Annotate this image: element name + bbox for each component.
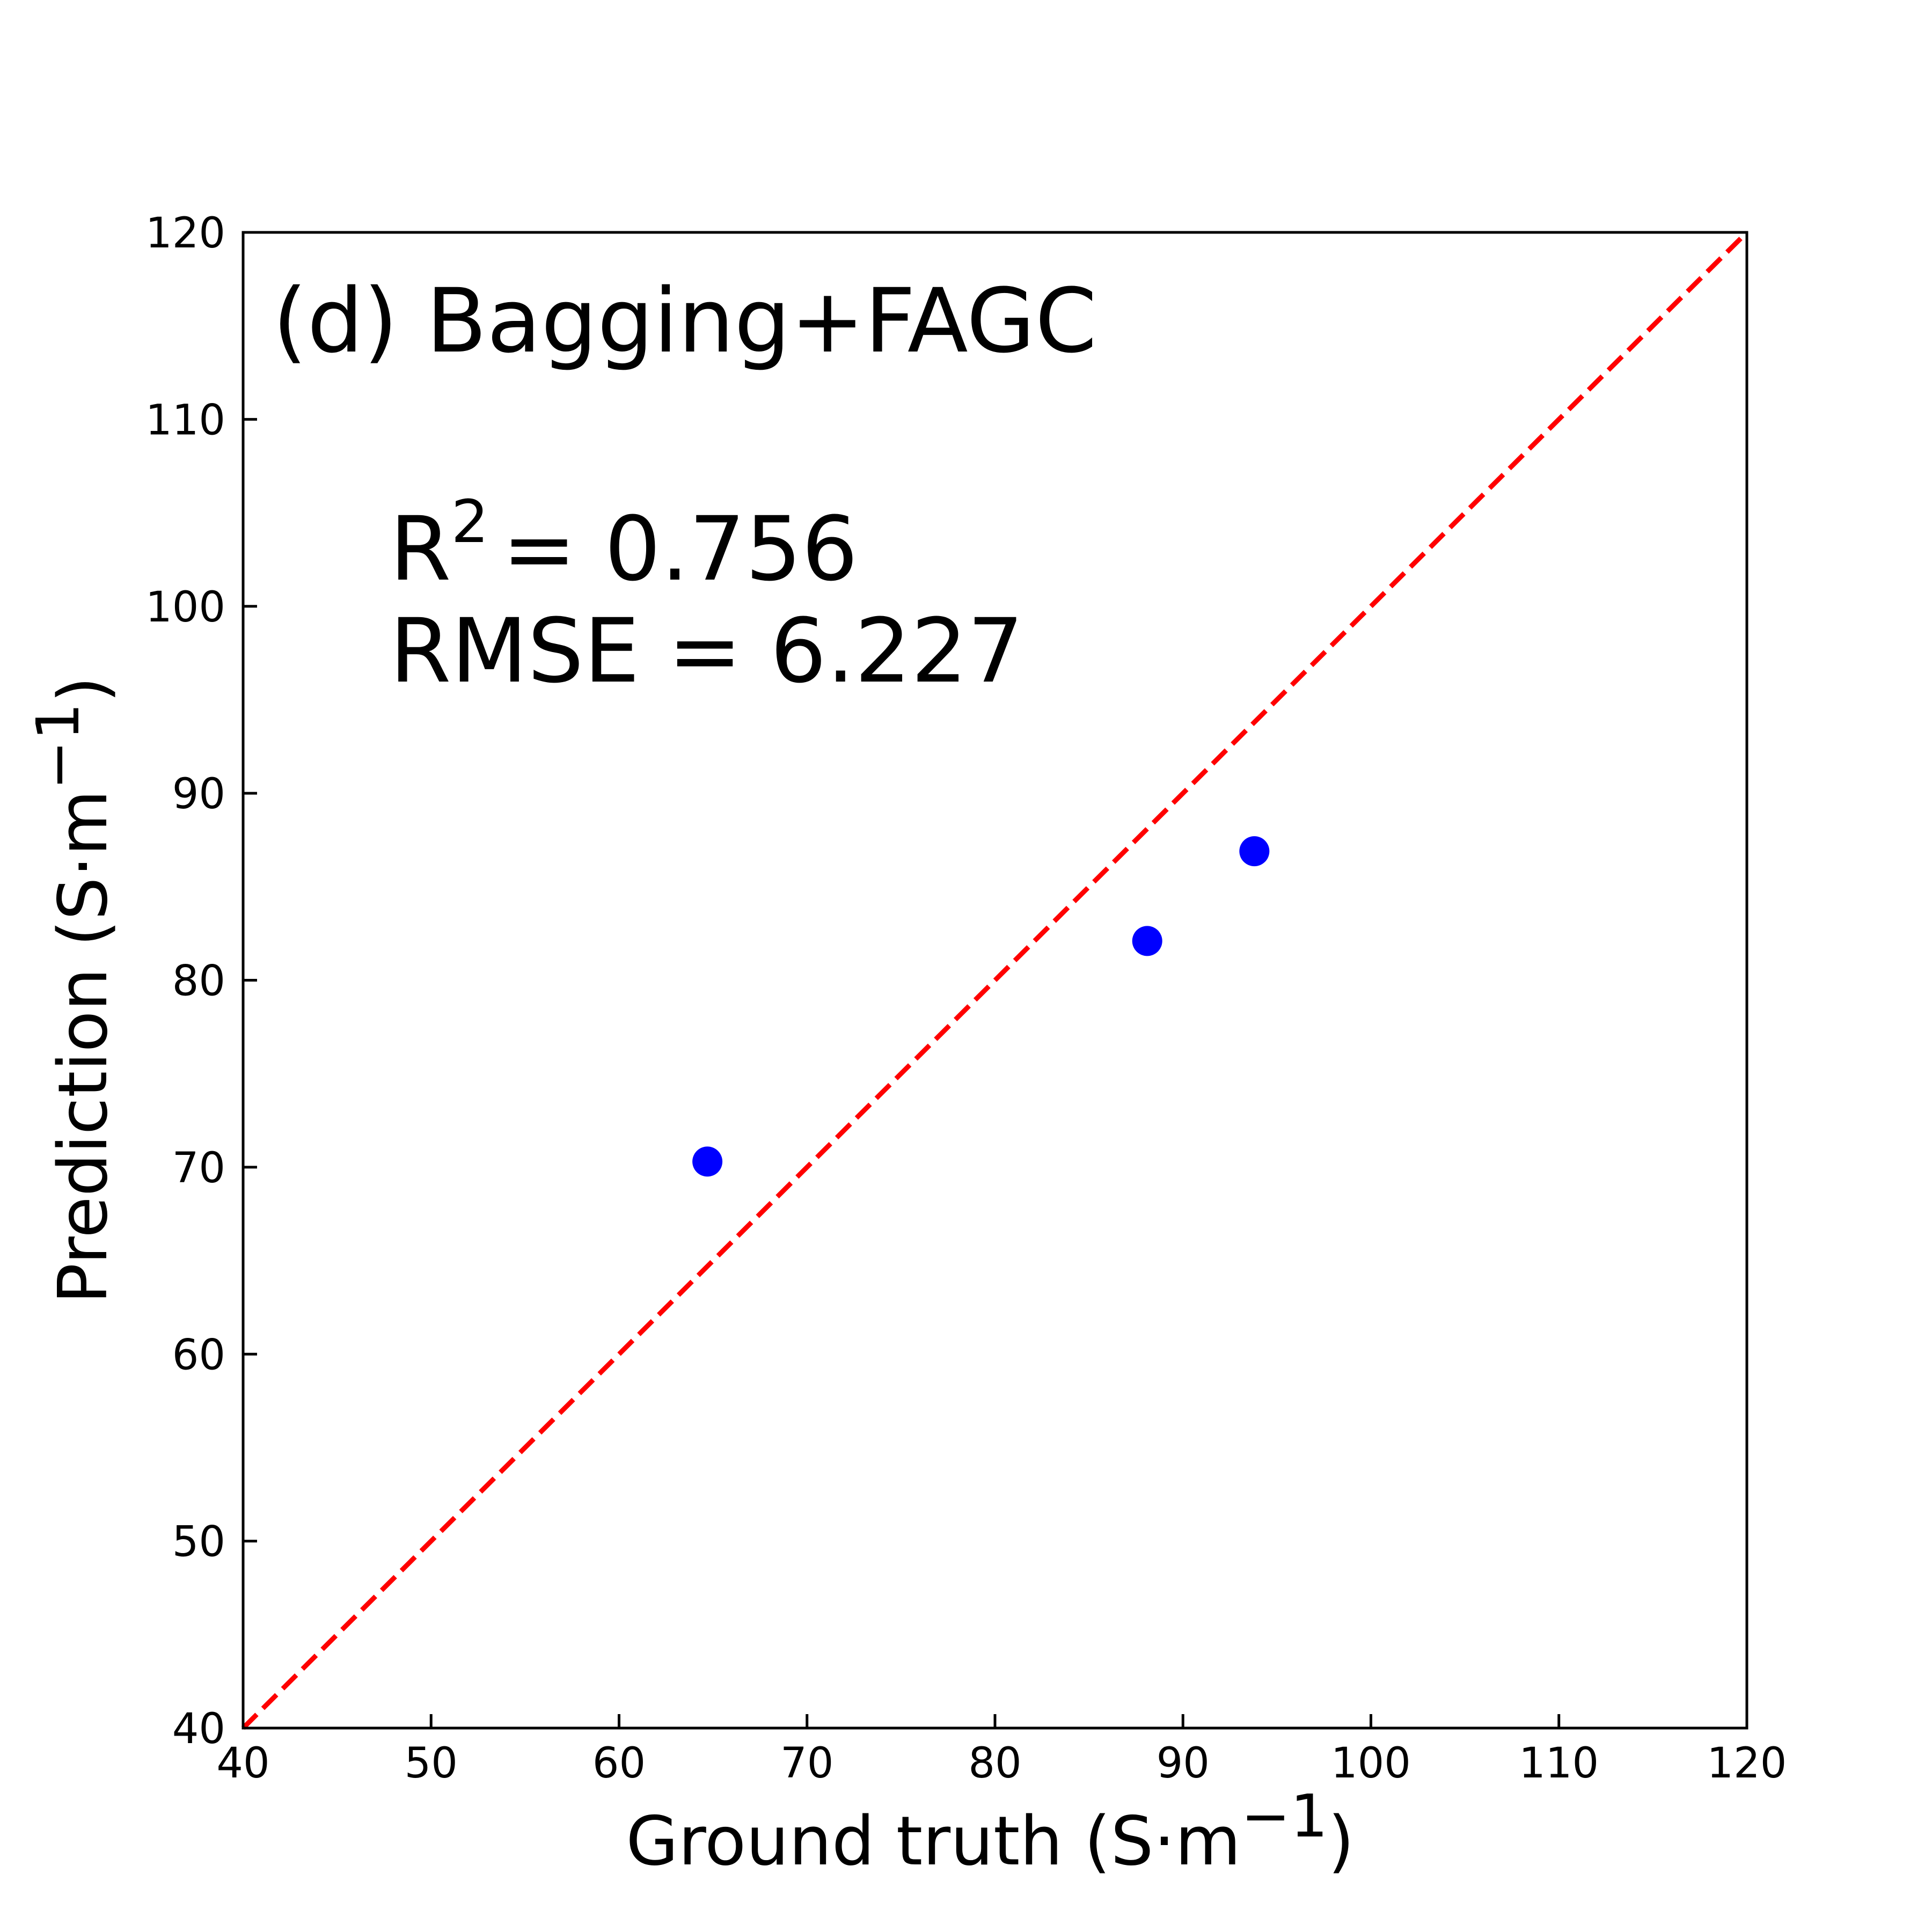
x-axis-ticks: 40 50 60 70 80 90 100 110 120 <box>216 1714 1787 1788</box>
reference-line-layer <box>241 230 1749 1730</box>
x-tick-label: 60 <box>592 1739 646 1788</box>
x-axis-label: Ground truth (S·m−1) <box>626 1782 1354 1880</box>
x-axis-label-superscript: −1 <box>1241 1782 1328 1850</box>
rmse-annotation: RMSE = 6.227 <box>390 599 1024 702</box>
panel-title: (d) Bagging+FAGC <box>273 269 1097 372</box>
y-axis-label-main: Prediction (S·m <box>43 790 122 1304</box>
y-axis-label-suffix: ) <box>43 676 122 702</box>
x-tick-label: 70 <box>780 1739 833 1788</box>
x-tick-label: 40 <box>216 1739 269 1788</box>
y-tick-label: 80 <box>172 957 225 1006</box>
x-tick-label: 110 <box>1519 1739 1599 1788</box>
y-axis-ticks: 40 50 60 70 80 90 100 110 120 <box>145 209 257 1753</box>
y-tick-label: 50 <box>172 1518 225 1567</box>
y-axis-label-superscript: −1 <box>24 703 92 790</box>
y-tick-label: 100 <box>145 583 225 632</box>
r2-superscript: 2 <box>451 487 489 556</box>
y-axis-label: Prediction (S·m−1) <box>24 676 122 1304</box>
y-tick-label: 40 <box>172 1705 225 1753</box>
x-axis-label-main: Ground truth (S·m <box>626 1802 1241 1880</box>
x-axis-label-suffix: ) <box>1328 1802 1354 1880</box>
identity-reference-line <box>241 230 1749 1730</box>
x-tick-label: 90 <box>1157 1739 1210 1788</box>
y-tick-label: 70 <box>172 1144 225 1192</box>
data-point-2 <box>1132 926 1162 956</box>
data-point-1 <box>692 1146 723 1177</box>
r2-value: = 0.756 <box>502 497 858 601</box>
x-tick-label: 80 <box>968 1739 1021 1788</box>
y-tick-label: 120 <box>145 209 225 258</box>
y-tick-label: 90 <box>172 770 225 818</box>
data-point-3 <box>1239 836 1270 867</box>
y-tick-label: 110 <box>145 396 225 444</box>
x-tick-label: 120 <box>1707 1739 1787 1788</box>
x-tick-label: 100 <box>1331 1739 1411 1788</box>
x-tick-label: 50 <box>405 1739 458 1788</box>
data-points-layer <box>692 836 1270 1177</box>
r2-symbol: R <box>390 497 451 601</box>
y-tick-label: 60 <box>172 1331 225 1379</box>
r2-annotation: R2 = 0.756 <box>390 487 858 601</box>
